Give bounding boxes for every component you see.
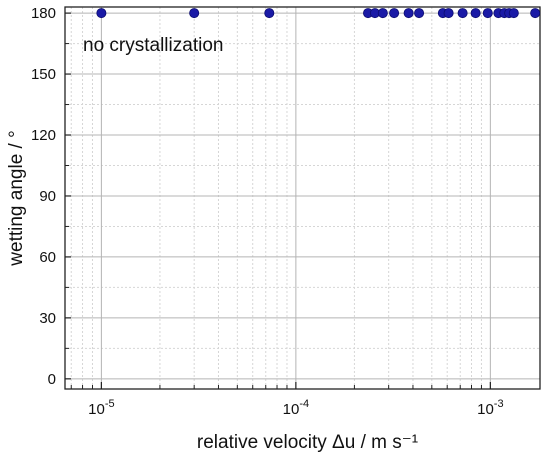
data-point [508, 8, 519, 19]
y-tick-label: 30 [39, 310, 56, 327]
y-tick-label: 0 [48, 371, 56, 388]
data-point [264, 8, 275, 19]
grid-layer [65, 7, 540, 389]
data-point [443, 8, 454, 19]
data-point [470, 8, 481, 19]
y-tick-label: 60 [39, 249, 56, 266]
data-point [96, 8, 107, 19]
marker-layer [96, 8, 541, 19]
x-axis-title: relative velocity Δu / m s⁻¹ [197, 432, 418, 453]
y-tick-label: 90 [39, 188, 56, 205]
data-point [482, 8, 493, 19]
y-tick-label: 180 [31, 5, 56, 22]
no-crystallization-annotation: no crystallization [83, 35, 223, 56]
data-point [389, 8, 400, 19]
y-axis-title: wetting angle / ° [6, 130, 27, 266]
y-tick-label: 150 [31, 66, 56, 83]
data-point [414, 8, 425, 19]
data-point [189, 8, 200, 19]
data-point [377, 8, 388, 19]
tick-layer [65, 12, 491, 389]
plot-frame [64, 6, 541, 390]
label-layer: 0 30 60 90 120 150 180 10-5 10-4 10-3 [31, 5, 504, 418]
x-tick-label: 10-4 [283, 398, 309, 418]
y-tick-label: 120 [31, 127, 56, 144]
data-point [403, 8, 414, 19]
data-point [530, 8, 541, 19]
x-tick-label: 10-5 [88, 398, 114, 418]
data-point [457, 8, 468, 19]
x-tick-label: 10-3 [477, 398, 503, 418]
